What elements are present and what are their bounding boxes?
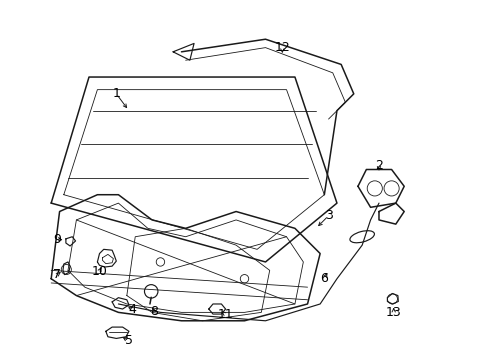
Text: 7: 7 [53, 268, 61, 281]
Text: 9: 9 [54, 233, 61, 246]
Text: 1: 1 [112, 87, 120, 100]
Text: 10: 10 [91, 265, 107, 278]
Text: 11: 11 [217, 308, 233, 321]
Text: 8: 8 [150, 305, 158, 318]
Text: 3: 3 [324, 209, 332, 222]
Text: 2: 2 [374, 159, 382, 172]
Text: 4: 4 [128, 302, 136, 315]
Text: 13: 13 [385, 306, 401, 319]
Text: 5: 5 [124, 334, 133, 347]
Text: 12: 12 [274, 41, 289, 54]
Text: 6: 6 [320, 272, 327, 285]
